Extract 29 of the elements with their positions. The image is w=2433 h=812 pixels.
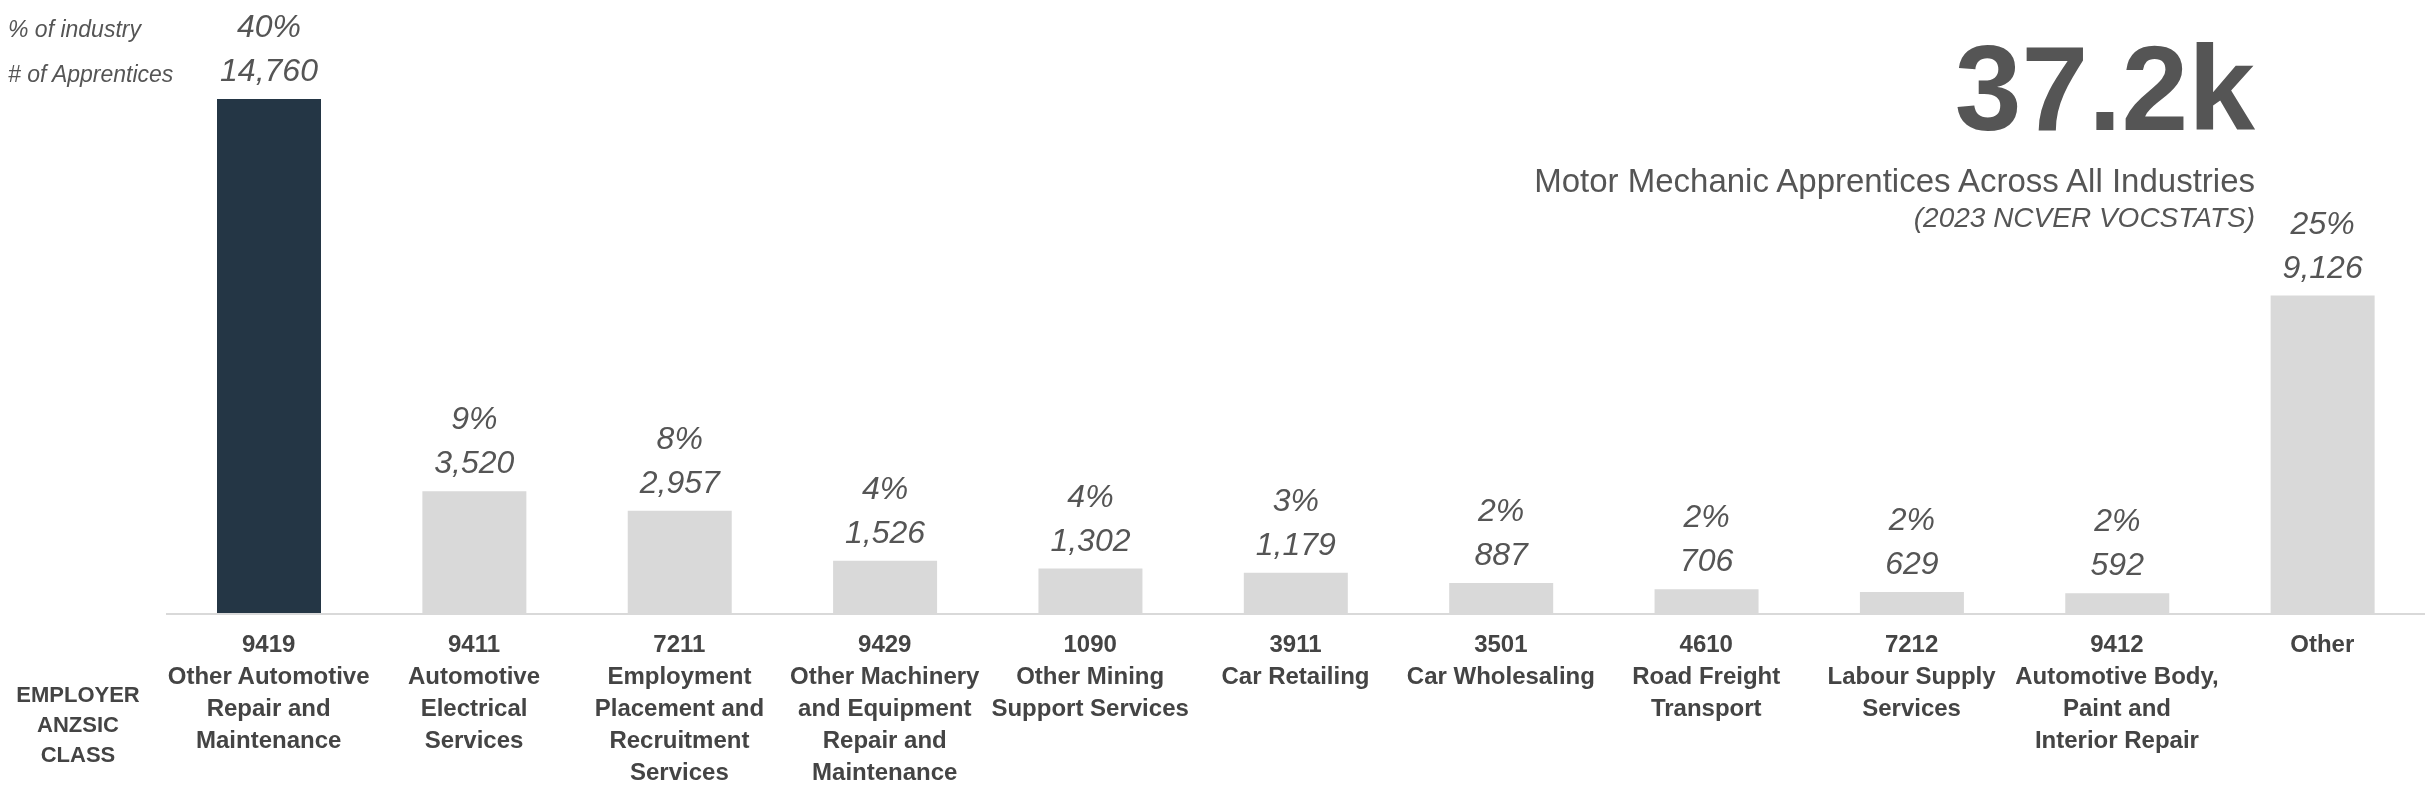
- x-tick-label: 9419 Other Automotive Repair and Maintenance: [167, 630, 370, 753]
- x-tick-label: 3501 Car Wholesaling: [1406, 630, 1595, 689]
- x-tick-label: 4610 Road Freight Transport: [1632, 630, 1781, 721]
- bar: [217, 99, 321, 614]
- data-label: 3% 1,179: [1255, 481, 1337, 562]
- x-tick-label: 7212 Labour Supply Services: [1827, 630, 1997, 721]
- chart-title: 37.2k: [1953, 21, 2255, 155]
- data-label: 8% 2,957: [638, 419, 721, 500]
- data-label: 4% 1,302: [1050, 477, 1131, 558]
- x-tick-label: 9411 Automotive Electrical Services: [408, 630, 541, 753]
- data-label: 40% 14,760: [220, 8, 319, 88]
- data-label: 2% 887: [1474, 492, 1530, 573]
- data-label: 25% 9,126: [2282, 204, 2363, 285]
- text: # of Apprentices: [8, 61, 174, 88]
- x-tick-label: Other: [2290, 630, 2355, 657]
- x-tick-label: 3911 Car Retailing: [1221, 630, 1370, 689]
- data-label: 2% 706: [1679, 498, 1734, 579]
- x-tick-label: 9429 Other Machinery and Equipment Repair and Maintenance: [790, 630, 981, 785]
- data-label: 4% 1,526: [845, 469, 926, 550]
- x-tick-label: 9412 Automotive Body, Paint and Interior Repair: [2015, 630, 2219, 753]
- data-label: 2% 592: [2090, 502, 2145, 583]
- annotation: (2023 NCVER VOCSTATS): [1912, 202, 2255, 234]
- data-label: 2% 629: [1885, 501, 1939, 582]
- text: Motor Mechanic Apprentices Across All Industries: [1534, 162, 2255, 200]
- x-axis-title: EMPLOYER ANZSIC CLASS: [15, 681, 141, 769]
- x-tick-label: 7211 Employment Placement and Recruitment Services: [594, 630, 765, 785]
- x-tick-label: 1090 Other Mining Support Services: [991, 630, 1189, 721]
- data-label: 9% 3,520: [434, 400, 515, 481]
- text: % of industry: [8, 16, 141, 43]
